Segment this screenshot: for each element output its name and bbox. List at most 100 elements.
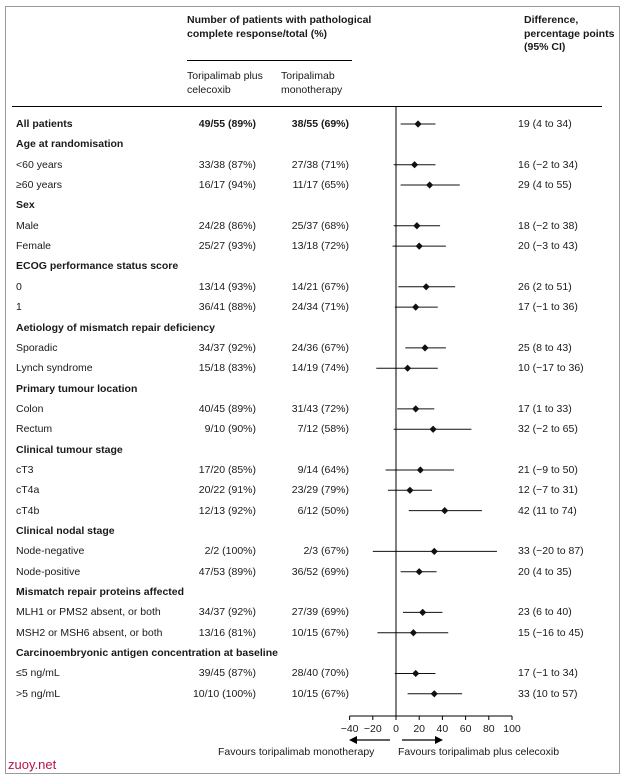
arm1-value: 13/16 (81%) <box>198 626 256 639</box>
arm1-value: 10/10 (100%) <box>192 687 256 700</box>
arm2-value: 31/43 (72%) <box>291 402 349 415</box>
x-tick-label: 20 <box>413 723 425 735</box>
point-estimate <box>412 669 420 678</box>
x-tick-label: −20 <box>364 723 382 735</box>
row-label: cT4a <box>16 484 40 497</box>
point-estimate <box>414 120 422 128</box>
row-label: 1 <box>16 301 22 314</box>
point-estimate <box>421 344 429 352</box>
main-rule <box>12 106 602 107</box>
header-response: Number of patients with pathological com… <box>187 14 372 40</box>
x-tick-label: 0 <box>393 723 399 735</box>
subgroup-header: Sex <box>16 199 35 212</box>
arm2-value: 14/19 (74%) <box>291 362 349 375</box>
arm2-value: 23/29 (79%) <box>291 484 349 497</box>
point-estimate <box>413 222 421 230</box>
subgroup-header: Primary tumour location <box>16 382 138 395</box>
difference-ci: 26 (2 to 51) <box>518 280 572 293</box>
difference-ci: 32 (−2 to 65) <box>518 423 578 436</box>
arm2-value: 7/12 (58%) <box>297 423 349 436</box>
row-label: Lynch syndrome <box>16 362 93 375</box>
header-arm1: Toripalimab plus celecoxib <box>187 70 263 96</box>
row-label: Colon <box>16 402 44 415</box>
arm2-value: 38/55 (69%) <box>291 118 349 130</box>
row-label: Node-negative <box>16 545 85 558</box>
x-tick-label: −40 <box>341 723 359 735</box>
arm1-value: 36/41 (88%) <box>198 301 256 314</box>
arm2-value: 14/21 (67%) <box>291 280 349 293</box>
arm1-value: 40/45 (89%) <box>198 402 256 415</box>
arm2-value: 24/34 (71%) <box>291 301 349 314</box>
difference-ci: 17 (1 to 33) <box>518 402 572 415</box>
arm1-value: 25/27 (93%) <box>198 240 256 253</box>
point-estimate <box>410 161 419 169</box>
arrow-left-head <box>349 736 357 744</box>
arm2-value: 28/40 (70%) <box>291 667 349 680</box>
point-estimate <box>430 547 438 555</box>
favours-left-label: Favours toripalimab monotherapy <box>218 746 375 758</box>
row-label: 0 <box>16 280 22 293</box>
arm2-value: 13/18 (72%) <box>291 240 349 253</box>
x-tick-label: 40 <box>437 723 449 735</box>
arm1-value: 13/14 (93%) <box>198 280 256 293</box>
arm1-value: 24/28 (86%) <box>198 219 256 232</box>
arm1-value: 17/20 (85%) <box>198 463 256 476</box>
arm1-value: 16/17 (94%) <box>198 179 256 192</box>
row-label: cT3 <box>16 463 34 476</box>
figure-frame <box>5 6 620 774</box>
arm2-value: 24/36 (67%) <box>291 341 349 354</box>
arm1-value: 2/2 (100%) <box>204 545 256 558</box>
difference-ci: 15 (−16 to 45) <box>518 626 584 639</box>
row-label: Female <box>16 240 52 253</box>
row-label: >5 ng/mL <box>16 687 61 700</box>
arm2-value: 6/12 (50%) <box>297 504 349 517</box>
arm1-value: 49/55 (89%) <box>198 118 256 130</box>
row-label: Sporadic <box>16 341 58 354</box>
subgroup-header: Age at randomisation <box>16 138 124 151</box>
x-tick-label: 100 <box>503 723 521 735</box>
difference-ci: 20 (4 to 35) <box>518 565 572 578</box>
row-label: ≥60 years <box>16 179 63 192</box>
header-arm2: Toripalimab monotherapy <box>281 70 343 96</box>
arm2-value: 10/15 (67%) <box>291 687 349 700</box>
subgroup-header: Clinical tumour stage <box>16 443 123 456</box>
subgroup-header: Carcinoembryonic antigen concentration a… <box>16 647 278 660</box>
subgroup-header: Clinical nodal stage <box>16 525 115 537</box>
difference-ci: 10 (−17 to 36) <box>518 362 584 375</box>
point-estimate <box>430 690 438 698</box>
difference-ci: 29 (4 to 55) <box>518 179 572 192</box>
arm1-value: 34/37 (92%) <box>198 341 256 354</box>
difference-ci: 17 (−1 to 36) <box>518 301 578 314</box>
arm2-value: 36/52 (69%) <box>291 565 349 578</box>
watermark: zuoy.net <box>8 757 57 772</box>
subgroup-header: ECOG performance status score <box>16 260 179 273</box>
arm2-value: 27/39 (69%) <box>291 606 349 619</box>
arm1-value: 9/10 (90%) <box>204 423 256 436</box>
difference-ci: 20 (−3 to 43) <box>518 240 578 253</box>
x-tick-label: 80 <box>483 723 495 735</box>
arm1-value: 34/37 (92%) <box>198 606 256 619</box>
point-estimate <box>415 242 423 250</box>
arm2-value: 2/3 (67%) <box>303 545 349 558</box>
point-estimate <box>404 364 412 372</box>
arm1-value: 33/38 (87%) <box>198 158 256 171</box>
difference-ci: 33 (10 to 57) <box>518 687 578 700</box>
difference-ci: 17 (−1 to 34) <box>518 667 578 680</box>
arm1-value: 15/18 (83%) <box>198 362 256 375</box>
arm2-value: 25/37 (68%) <box>291 219 349 232</box>
point-estimate <box>416 466 424 474</box>
row-label: All patients <box>16 118 73 130</box>
header-difference: Difference, percentage points (95% CI) <box>524 14 615 53</box>
difference-ci: 19 (4 to 34) <box>518 118 572 130</box>
arm1-value: 39/45 (87%) <box>198 667 256 680</box>
point-estimate <box>406 486 414 494</box>
arm2-value: 11/17 (65%) <box>292 179 349 192</box>
arm1-value: 20/22 (91%) <box>198 484 256 497</box>
favours-right-label: Favours toripalimab plus celecoxib <box>398 746 560 758</box>
point-estimate <box>422 283 430 291</box>
row-label: Male <box>16 219 39 232</box>
difference-ci: 12 (−7 to 31) <box>518 484 578 497</box>
arrow-right-head <box>435 736 443 744</box>
difference-ci: 21 (−9 to 50) <box>518 463 578 476</box>
